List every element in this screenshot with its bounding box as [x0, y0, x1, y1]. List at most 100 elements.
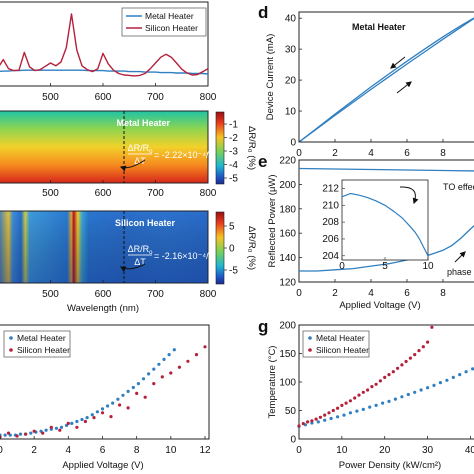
scatter-point-metal — [147, 372, 151, 376]
panel-g-point-silicon — [340, 403, 344, 407]
panel-g-point-metal — [336, 415, 340, 419]
panel-d-xtick-label: 2 — [332, 148, 338, 159]
scatter-point-metal — [95, 410, 99, 414]
scatter-point-metal — [70, 421, 74, 425]
metal-colorbar-tick-label: -5 — [229, 174, 238, 185]
panel-g-xtick-label: 0 — [296, 445, 302, 456]
scatter-point-metal — [131, 385, 135, 390]
spectrum-line-silicon — [0, 13, 209, 77]
panel-g-point-silicon — [383, 375, 387, 379]
voltage-scatter-xtick-label: 0 — [0, 445, 3, 456]
panel-e-xtick-label: 4 — [368, 288, 374, 299]
panel-g-point-silicon — [297, 424, 301, 428]
scatter-point-silicon — [118, 403, 122, 407]
silicon-heatmap-xtick-label: 800 — [200, 289, 217, 300]
scatter-point-silicon — [58, 428, 62, 432]
silicon-annotation-arrow — [119, 263, 146, 272]
panel-g-ytick-label: 200 — [279, 321, 296, 332]
voltage-scatter-xtick-label: 2 — [31, 445, 37, 456]
panel-e-inset-arrow — [399, 186, 419, 205]
panel-g-point-metal — [451, 375, 455, 379]
panel-g-point-metal — [361, 407, 365, 411]
spectrum-panel: Metal Heater Silicon Heater 500 600 700 800 — [0, 1, 217, 103]
voltage-scatter-xtick-label: 6 — [100, 445, 106, 456]
panel-g-point-silicon — [426, 340, 430, 344]
panel-d: d Metal Heater 0 10 20 30 40 0 2 4 6 8 Device Cu… — [258, 3, 474, 159]
panel-g-point-silicon — [344, 401, 348, 405]
scatter-point-metal — [162, 357, 166, 361]
panel-g-point-silicon — [404, 359, 408, 364]
panel-g-ytick-label: 150 — [279, 349, 296, 360]
voltage-scatter-xtick-label: 4 — [66, 445, 72, 456]
scatter-point-metal — [106, 404, 110, 408]
metal-heatmap-xtick-label: 800 — [200, 188, 217, 199]
panel-g-point-metal — [381, 401, 385, 405]
silicon-colorbar-tick-label: 0 — [229, 244, 235, 255]
metal-coeff-denominator: ΔT — [134, 156, 146, 166]
panel-g-point-metal — [400, 395, 404, 399]
panel-g-point-metal — [323, 418, 327, 422]
panel-g-letter: g — [258, 317, 268, 336]
silicon-heatmap-shade — [0, 211, 208, 283]
legend-label-metal: Metal Heater — [145, 11, 194, 21]
scatter-point-metal — [18, 432, 23, 436]
metal-colorbar-tick-label: -4 — [229, 160, 238, 171]
panel-g-point-metal — [432, 383, 436, 387]
panel-g-point-metal — [355, 409, 359, 413]
metal-heatmap-title: Metal Heater — [116, 118, 170, 128]
panel-d-ytick-label: 0 — [290, 138, 296, 149]
scatter-point-silicon — [83, 419, 87, 424]
panel-e-inset-xtick-label: 5 — [382, 261, 388, 272]
metal-heatmap-xtick-label: 700 — [147, 188, 164, 199]
scatter-point-silicon — [203, 345, 207, 349]
legend-label-silicon: Silicon Heater — [17, 345, 70, 355]
scatter-point-silicon — [32, 429, 36, 433]
scatter-point-silicon — [24, 432, 28, 436]
spectrum-xtick-label: 600 — [95, 92, 112, 103]
panel-g-point-silicon — [353, 396, 357, 400]
panel-g-point-silicon — [336, 406, 340, 410]
panel-e-y-label: Reflected Power (μW) — [267, 174, 278, 267]
panel-e-inset-ytick-label: 210 — [322, 200, 339, 211]
spectrum-xtick-label: 700 — [147, 92, 164, 103]
silicon-x-axis-label: Wavelength (nm) — [67, 303, 139, 314]
scatter-point-silicon — [41, 431, 45, 435]
scatter-point-metal — [126, 389, 130, 393]
panel-e-ytick-label: 220 — [279, 156, 296, 167]
spectrum-xtick-label: 500 — [42, 92, 59, 103]
panel-d-y-label: Device Current (mA) — [265, 34, 276, 121]
panel-g-xtick-label: 20 — [379, 445, 391, 456]
panel-g-point-metal — [471, 367, 474, 371]
panel-g-point-silicon — [366, 388, 370, 392]
scatter-point-metal — [75, 419, 79, 424]
scatter-point-silicon — [160, 375, 164, 379]
panel-g-point-silicon — [301, 422, 305, 426]
panel-g-point-metal — [342, 413, 346, 417]
scatter-point-silicon — [169, 371, 173, 375]
panel-g-point-metal — [393, 397, 397, 401]
panel-g-point-metal — [368, 405, 372, 409]
metal-coefficient-annotation: ΔR/Ro ΔT = -2.22×10⁻⁴/°C — [128, 143, 220, 166]
silicon-heatmap-xtick-label: 700 — [147, 289, 164, 300]
panel-g-point-silicon — [378, 379, 382, 383]
panel-e-inset-ytick-label: 208 — [322, 217, 339, 228]
scatter-point-silicon — [6, 431, 11, 435]
scatter-point-silicon — [15, 434, 19, 438]
panel-d-ytick-label: 20 — [285, 76, 297, 87]
panel-d-ytick-label: 30 — [285, 45, 297, 56]
panel-g-point-silicon — [361, 390, 365, 394]
silicon-colorbar — [215, 211, 225, 285]
voltage-scatter-xtick-label: 8 — [134, 445, 140, 456]
panel-g-point-silicon — [421, 345, 425, 349]
metal-colorbar-tick-label: -2 — [229, 133, 238, 144]
panel-g-point-metal — [348, 411, 352, 415]
panel-g-legend-label-silicon: Silicon Heater — [316, 345, 369, 355]
scatter-point-metal — [172, 348, 176, 352]
scatter-point-silicon — [100, 411, 105, 415]
panel-g-point-metal — [316, 420, 320, 424]
panel-g-point-metal — [464, 370, 468, 374]
silicon-coeff-denominator: ΔT — [134, 257, 146, 267]
scatter-point-metal — [141, 377, 146, 381]
scatter-point-metal — [121, 393, 125, 397]
